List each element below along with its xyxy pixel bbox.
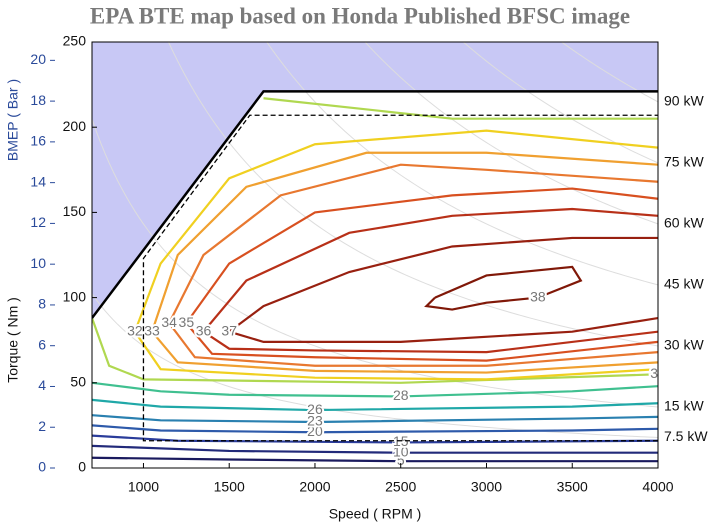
contour-line <box>92 424 658 434</box>
plot-frame <box>91 41 659 469</box>
y2-tick-label: 2 <box>38 418 46 434</box>
y-tick-label: 250 <box>63 33 87 49</box>
contour-label: 34 <box>161 314 177 330</box>
contour-line <box>92 398 658 412</box>
y2-axis-label: BMEP ( Bar ) <box>5 79 21 161</box>
y2-tick-label: 16 <box>30 133 46 149</box>
contour-label: 32 <box>127 322 143 338</box>
contour-line <box>226 236 658 344</box>
y2-tick-label: 0 <box>38 459 46 475</box>
contour-line <box>167 163 658 367</box>
y2-tick-label: 6 <box>38 336 46 352</box>
y-tick-label: 50 <box>70 374 86 390</box>
y2-tick-label: 4 <box>38 377 46 393</box>
contour-line <box>92 381 658 398</box>
x-tick-label: 2000 <box>299 479 330 495</box>
x-tick-label: 1500 <box>214 479 245 495</box>
contour-label: 33 <box>144 322 160 338</box>
power-label: 45 kW <box>664 276 704 292</box>
contour-line <box>424 265 583 311</box>
power-line <box>364 42 658 225</box>
contour-label: 23 <box>307 413 323 429</box>
contour-line <box>150 151 658 374</box>
power-label: 15 kW <box>664 398 704 414</box>
contour-label: 35 <box>179 314 195 330</box>
power-label: 30 kW <box>664 337 704 353</box>
power-label: 60 kW <box>664 215 704 231</box>
contour-label: 28 <box>393 387 409 403</box>
power-line <box>266 42 658 286</box>
y2-tick-label: 8 <box>38 296 46 312</box>
power-line <box>167 42 658 347</box>
y-tick-label: 0 <box>78 459 86 475</box>
y-tick-label: 100 <box>63 288 87 304</box>
contour-label: 20 <box>307 423 323 439</box>
contour-label: 10 <box>393 443 409 459</box>
contour-line <box>133 129 658 381</box>
contour-line <box>92 434 658 444</box>
contour-label: 36 <box>196 322 212 338</box>
y2-tick-label: 14 <box>30 173 46 189</box>
contour-label: 26 <box>307 401 323 417</box>
dashed-boundary <box>142 114 658 442</box>
x-tick-label: 2500 <box>385 479 416 495</box>
contour-line <box>92 414 658 424</box>
y-axis-label: Torque ( Nm ) <box>5 297 21 383</box>
contour-line <box>92 456 658 463</box>
shaded-region <box>92 42 658 319</box>
power-label: 7.5 kW <box>664 428 708 444</box>
x-tick-label: 1000 <box>128 479 159 495</box>
x-tick-label: 4000 <box>642 479 673 495</box>
x-tick-label: 3000 <box>471 479 502 495</box>
power-line <box>462 42 658 164</box>
y2-tick-label: 10 <box>30 255 46 271</box>
power-label: 90 kW <box>664 93 704 109</box>
contour-label: 30 <box>650 365 666 381</box>
x-axis-label: Speed ( RPM ) <box>329 506 422 522</box>
y2-tick-label: 18 <box>30 92 46 108</box>
contour-label: 38 <box>530 288 546 304</box>
contour-line <box>201 207 658 354</box>
chart-title: EPA BTE map based on Honda Published BFS… <box>90 3 630 28</box>
y2-tick-label: 12 <box>30 214 46 230</box>
power-label: 75 kW <box>664 154 704 170</box>
power-line <box>92 119 658 408</box>
contour-label: 5 <box>397 452 405 468</box>
contour-label: 37 <box>221 322 237 338</box>
contour-line <box>92 444 658 454</box>
y-tick-label: 200 <box>63 118 87 134</box>
contour-line <box>184 187 658 362</box>
x-tick-label: 3500 <box>557 479 588 495</box>
y2-tick-label: 20 <box>30 51 46 67</box>
y-tick-label: 150 <box>63 203 87 219</box>
power-line <box>560 42 658 103</box>
max-torque-line <box>92 90 658 319</box>
